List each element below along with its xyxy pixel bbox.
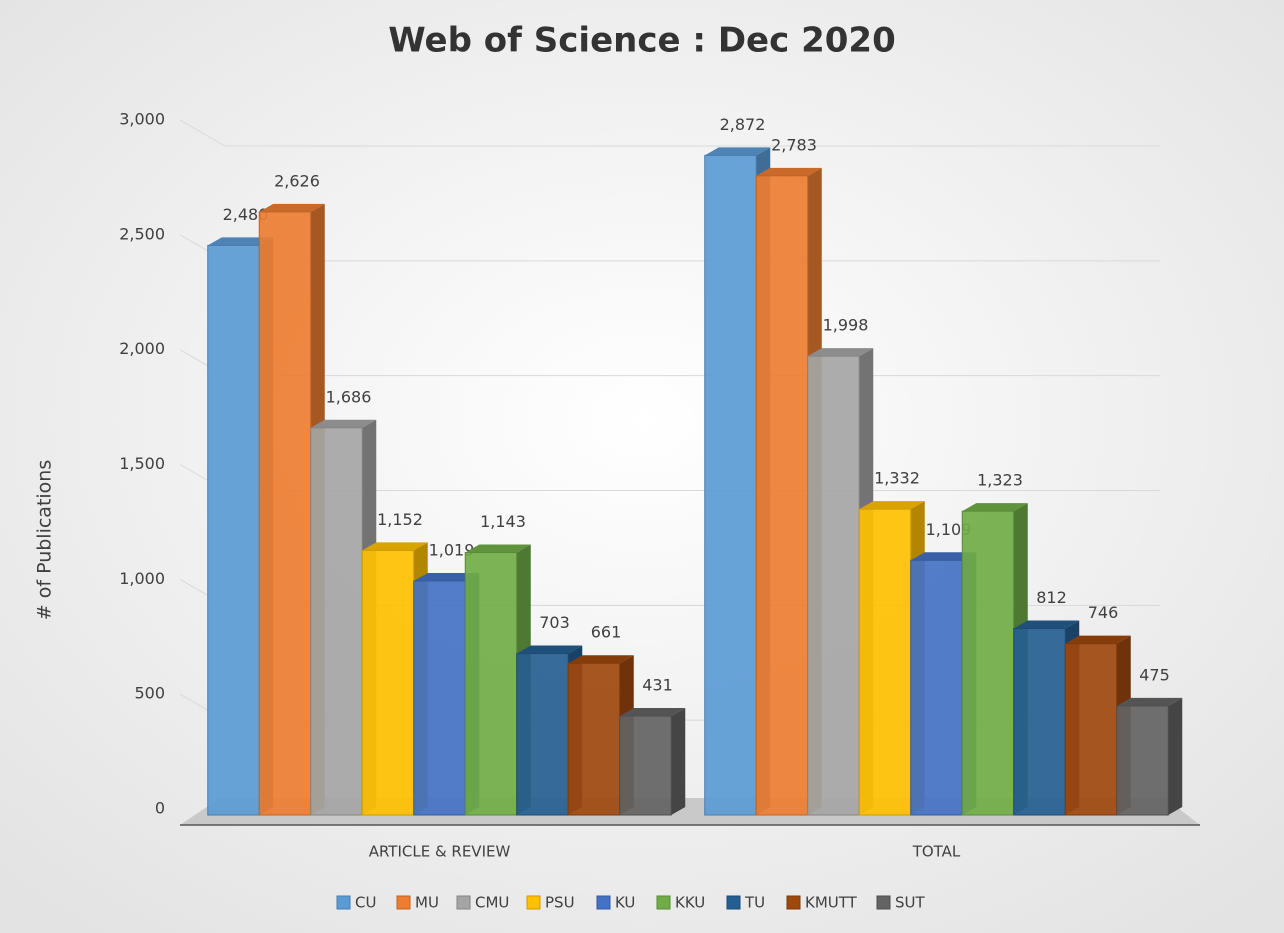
- chart-title: Web of Science : Dec 2020: [388, 21, 895, 61]
- bar: [755, 175, 809, 816]
- legend-swatch: [396, 895, 411, 910]
- bar-top: [619, 708, 686, 717]
- value-label: 661: [591, 623, 622, 642]
- bar-top: [756, 167, 822, 176]
- bar-top: [516, 645, 583, 654]
- bar-top: [962, 503, 1028, 512]
- legend-swatch: [596, 895, 611, 910]
- value-label: 2,480: [223, 205, 269, 224]
- legend-label: KKU: [675, 894, 705, 912]
- legend-swatch: [336, 895, 351, 910]
- legend-swatch: [876, 895, 891, 910]
- value-label: 2,783: [771, 135, 817, 154]
- legend-label: MU: [415, 894, 439, 912]
- value-label: 475: [1139, 665, 1170, 684]
- bar: [910, 559, 963, 816]
- value-label: 1,332: [874, 469, 920, 488]
- bar: [858, 508, 912, 816]
- value-label: 1,152: [377, 510, 423, 529]
- bar: [1116, 705, 1169, 816]
- legend-label: CU: [355, 894, 376, 912]
- grid-line: [179, 119, 226, 147]
- value-label: 812: [1036, 588, 1067, 607]
- bar-top: [259, 203, 325, 212]
- bar: [413, 580, 466, 816]
- value-label: 2,872: [720, 115, 766, 134]
- bar-top: [465, 544, 531, 553]
- value-label: 1,686: [326, 387, 372, 406]
- bar-top: [413, 572, 480, 581]
- bar: [361, 549, 415, 816]
- bar: [619, 715, 672, 816]
- bar: [704, 154, 757, 816]
- bar-top: [1116, 697, 1183, 706]
- bar: [464, 551, 518, 816]
- bar: [1064, 643, 1118, 816]
- value-label: 703: [539, 613, 570, 632]
- legend-label: KMUTT: [805, 894, 858, 912]
- bar: [1013, 628, 1066, 816]
- bar-top: [859, 501, 925, 510]
- bar: [567, 662, 621, 816]
- y-tick-label: 2,000: [119, 339, 165, 358]
- legend-swatch: [526, 895, 541, 910]
- bar-top: [704, 147, 771, 156]
- bar: [516, 653, 569, 816]
- bar: [961, 510, 1015, 816]
- value-label: 1,019: [429, 540, 475, 559]
- bar-top: [207, 237, 274, 246]
- value-label: 1,998: [823, 316, 869, 335]
- legend-label: SUT: [895, 894, 926, 912]
- bar-top: [362, 542, 428, 551]
- bar-top: [807, 348, 874, 357]
- value-label: 1,143: [480, 512, 526, 531]
- legend-swatch: [456, 895, 471, 910]
- bar: [807, 355, 860, 816]
- y-tick-label: 1,500: [119, 454, 165, 473]
- bar-side: [671, 708, 686, 815]
- legend-label: CMU: [475, 894, 509, 912]
- y-tick-label: 2,500: [119, 224, 165, 243]
- bar: [310, 427, 363, 816]
- bar: [258, 211, 312, 816]
- value-label: 431: [642, 676, 673, 695]
- legend-label: KU: [615, 894, 635, 912]
- legend-label: TU: [744, 894, 765, 912]
- legend-swatch: [786, 895, 801, 910]
- y-tick-label: 1,000: [119, 569, 165, 588]
- value-label: 1,109: [926, 520, 972, 539]
- bar-top: [568, 655, 634, 664]
- bar: [207, 244, 260, 816]
- bar-top: [1013, 620, 1080, 629]
- legend-label: PSU: [545, 894, 575, 912]
- x-tick-label: TOTAL: [912, 843, 961, 861]
- bar-side: [1168, 697, 1183, 815]
- value-label: 2,626: [274, 171, 320, 190]
- legend-swatch: [726, 895, 741, 910]
- legend-swatch: [656, 895, 671, 910]
- bar-top: [910, 552, 977, 561]
- value-label: 1,323: [977, 471, 1023, 490]
- y-axis-label: # of Publications: [34, 460, 56, 620]
- bar-top: [310, 419, 377, 428]
- y-tick-label: 0: [155, 799, 165, 818]
- x-tick-label: ARTICLE & REVIEW: [369, 843, 511, 861]
- value-label: 746: [1088, 603, 1119, 622]
- y-tick-label: 3,000: [119, 110, 165, 129]
- bar-top: [1065, 635, 1131, 644]
- y-tick-label: 500: [134, 684, 165, 703]
